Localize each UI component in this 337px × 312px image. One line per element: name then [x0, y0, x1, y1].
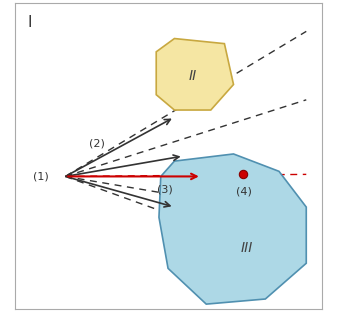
Text: (3): (3)	[157, 185, 173, 195]
Text: I: I	[28, 15, 32, 30]
Text: (4): (4)	[237, 187, 252, 197]
Text: (2): (2)	[89, 139, 105, 149]
Polygon shape	[159, 154, 306, 304]
Polygon shape	[156, 38, 234, 110]
Text: III: III	[241, 241, 253, 255]
Text: (1): (1)	[33, 171, 49, 182]
Text: II: II	[188, 69, 197, 83]
